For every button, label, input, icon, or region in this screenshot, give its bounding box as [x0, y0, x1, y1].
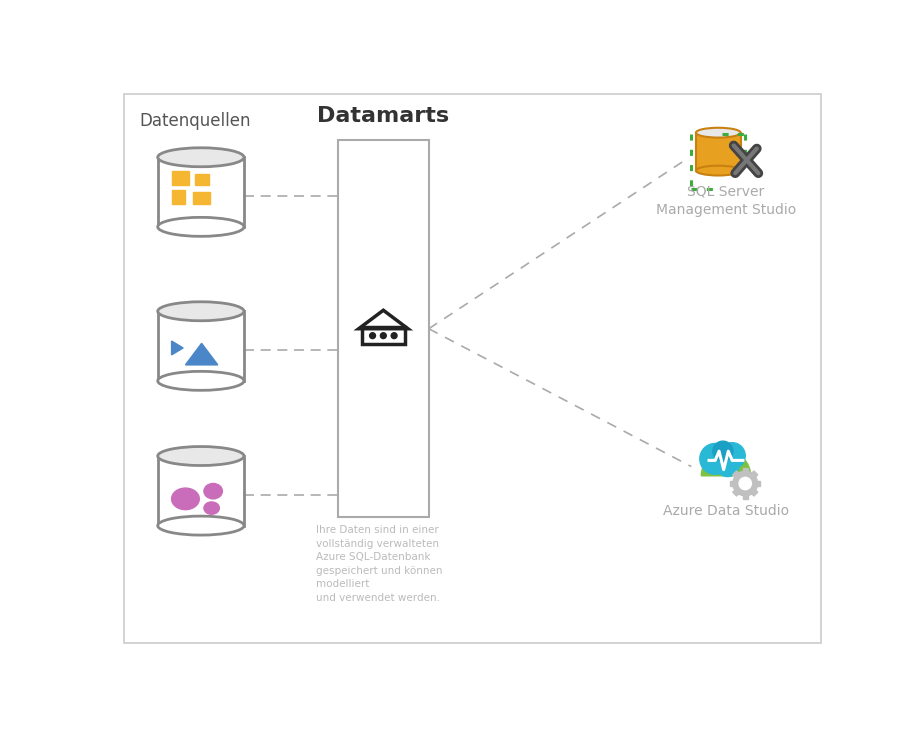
Wedge shape	[701, 451, 750, 476]
Text: Azure Data Studio: Azure Data Studio	[663, 504, 789, 518]
Ellipse shape	[158, 302, 244, 321]
Bar	[733, 471, 740, 479]
Bar	[158, 311, 244, 381]
Circle shape	[700, 444, 731, 474]
Bar	[733, 488, 740, 496]
Ellipse shape	[696, 128, 740, 137]
Ellipse shape	[158, 447, 244, 466]
Ellipse shape	[158, 516, 244, 535]
Circle shape	[713, 441, 733, 461]
Bar	[362, 327, 405, 344]
Bar	[742, 469, 748, 474]
Ellipse shape	[204, 483, 222, 499]
Bar	[195, 174, 209, 185]
Bar	[696, 132, 740, 170]
Bar	[172, 190, 186, 204]
Circle shape	[719, 443, 745, 469]
Text: SQL Server
Management Studio: SQL Server Management Studio	[656, 185, 797, 217]
Circle shape	[733, 471, 758, 496]
Circle shape	[739, 477, 751, 490]
Ellipse shape	[204, 502, 220, 515]
Bar	[742, 493, 748, 499]
Text: Ihre Daten sind in einer
vollständig verwalteten
Azure SQL-Datenbank
gespeichert: Ihre Daten sind in einer vollständig ver…	[317, 525, 443, 603]
Bar	[172, 171, 188, 185]
Ellipse shape	[158, 148, 244, 167]
Bar	[158, 157, 244, 227]
Polygon shape	[186, 344, 218, 365]
Circle shape	[369, 333, 376, 338]
Bar	[338, 140, 429, 518]
Circle shape	[380, 333, 386, 338]
Text: Datamarts: Datamarts	[318, 106, 450, 126]
Bar	[750, 471, 758, 479]
Bar	[158, 456, 244, 526]
Text: Datenquellen: Datenquellen	[139, 113, 251, 130]
Bar	[750, 488, 758, 496]
Circle shape	[391, 333, 397, 338]
Ellipse shape	[158, 371, 244, 390]
Ellipse shape	[172, 488, 199, 510]
Circle shape	[716, 453, 739, 477]
Bar	[193, 192, 210, 204]
Bar	[730, 481, 736, 486]
Ellipse shape	[158, 217, 244, 236]
Ellipse shape	[696, 166, 740, 175]
Bar	[755, 481, 761, 486]
Polygon shape	[172, 341, 183, 355]
